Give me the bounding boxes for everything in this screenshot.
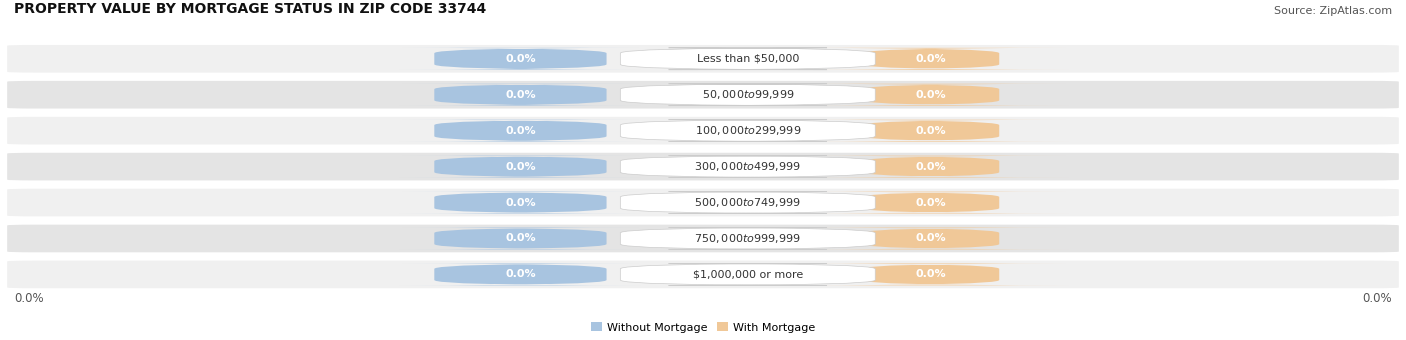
Text: 0.0%: 0.0% (915, 269, 946, 279)
FancyBboxPatch shape (793, 84, 1069, 106)
Text: 0.0%: 0.0% (915, 54, 946, 64)
Text: 0.0%: 0.0% (915, 234, 946, 243)
FancyBboxPatch shape (620, 156, 875, 177)
Text: $500,000 to $749,999: $500,000 to $749,999 (695, 196, 801, 209)
Text: 0.0%: 0.0% (505, 198, 536, 207)
Text: $100,000 to $299,999: $100,000 to $299,999 (695, 124, 801, 137)
Text: 0.0%: 0.0% (505, 162, 536, 172)
Text: 0.0%: 0.0% (14, 292, 44, 305)
FancyBboxPatch shape (620, 227, 875, 250)
FancyBboxPatch shape (399, 191, 641, 214)
Text: 0.0%: 0.0% (505, 269, 536, 279)
FancyBboxPatch shape (399, 48, 641, 70)
FancyBboxPatch shape (620, 120, 875, 142)
Text: 0.0%: 0.0% (1362, 292, 1392, 305)
Text: 0.0%: 0.0% (915, 126, 946, 136)
FancyBboxPatch shape (793, 264, 1069, 285)
FancyBboxPatch shape (7, 153, 1399, 181)
FancyBboxPatch shape (793, 156, 1069, 177)
Text: $750,000 to $999,999: $750,000 to $999,999 (695, 232, 801, 245)
Text: $1,000,000 or more: $1,000,000 or more (693, 269, 803, 279)
Text: 0.0%: 0.0% (505, 126, 536, 136)
FancyBboxPatch shape (620, 84, 875, 106)
Text: 0.0%: 0.0% (505, 54, 536, 64)
FancyBboxPatch shape (793, 48, 1069, 70)
FancyBboxPatch shape (399, 264, 641, 285)
FancyBboxPatch shape (399, 120, 641, 142)
FancyBboxPatch shape (399, 84, 641, 106)
Text: 0.0%: 0.0% (915, 198, 946, 207)
FancyBboxPatch shape (7, 81, 1399, 108)
FancyBboxPatch shape (7, 225, 1399, 252)
Text: Source: ZipAtlas.com: Source: ZipAtlas.com (1274, 6, 1392, 16)
FancyBboxPatch shape (793, 191, 1069, 214)
FancyBboxPatch shape (7, 189, 1399, 216)
Text: 0.0%: 0.0% (915, 90, 946, 100)
FancyBboxPatch shape (793, 227, 1069, 250)
Text: Less than $50,000: Less than $50,000 (696, 54, 799, 64)
Text: PROPERTY VALUE BY MORTGAGE STATUS IN ZIP CODE 33744: PROPERTY VALUE BY MORTGAGE STATUS IN ZIP… (14, 2, 486, 16)
FancyBboxPatch shape (399, 156, 641, 177)
FancyBboxPatch shape (7, 260, 1399, 288)
Text: 0.0%: 0.0% (915, 162, 946, 172)
FancyBboxPatch shape (620, 48, 875, 70)
FancyBboxPatch shape (793, 120, 1069, 142)
FancyBboxPatch shape (7, 45, 1399, 73)
Text: 0.0%: 0.0% (505, 90, 536, 100)
Legend: Without Mortgage, With Mortgage: Without Mortgage, With Mortgage (586, 318, 820, 337)
Text: $300,000 to $499,999: $300,000 to $499,999 (695, 160, 801, 173)
FancyBboxPatch shape (620, 264, 875, 285)
FancyBboxPatch shape (399, 227, 641, 250)
FancyBboxPatch shape (7, 117, 1399, 144)
Text: $50,000 to $99,999: $50,000 to $99,999 (702, 88, 794, 101)
Text: 0.0%: 0.0% (505, 234, 536, 243)
FancyBboxPatch shape (620, 191, 875, 214)
